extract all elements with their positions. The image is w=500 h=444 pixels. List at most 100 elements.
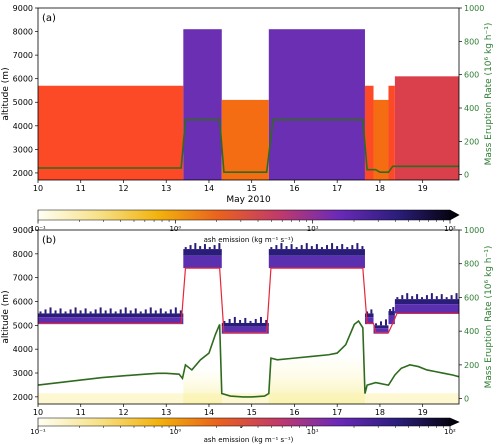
y-tick-label: 7000 — [13, 274, 33, 283]
y2-tick-label: 800 — [464, 260, 479, 269]
y2-tick-label: 1000 — [464, 4, 484, 13]
plume-column — [38, 85, 184, 180]
plume-top-spike — [270, 247, 273, 250]
plume-top-spike — [119, 309, 122, 314]
plume-column — [388, 85, 395, 180]
panel-a-frame — [37, 7, 460, 181]
y2-tick-label: 0 — [464, 171, 469, 180]
x-tick-label: 14 — [204, 184, 214, 193]
colorbar-a-label: ash emission (kg m⁻¹ s⁻¹) — [204, 236, 294, 244]
plume-top-spike — [244, 317, 247, 323]
colorbar-tick-label: 10⁻¹ — [30, 225, 46, 233]
plume-top-spike — [300, 245, 303, 250]
y2-tick-label: 200 — [464, 137, 479, 146]
plume-top-spike — [184, 247, 187, 250]
plume-top-spike — [84, 308, 87, 314]
plume-top-spike — [295, 247, 298, 250]
plume-top-spike — [239, 319, 242, 323]
colorbar-tick-label: 10⁰ — [169, 428, 181, 436]
colorbar-b-ticks: 10⁻¹ 10⁰ 10¹ 10² — [30, 426, 456, 436]
plume-top-spike — [275, 245, 278, 250]
plume-column — [221, 99, 269, 180]
plume-top-spike — [89, 311, 92, 314]
colorbar-b-label: ash emission (kg m⁻¹ s⁻¹) — [204, 436, 294, 444]
y-tick-label: 2000 — [13, 393, 33, 402]
plume-top-spike — [336, 246, 339, 250]
plume-top-spike — [406, 293, 409, 300]
x-tick-label: 19 — [418, 408, 428, 417]
plume-bottom-line — [38, 267, 459, 334]
plume-top-spike — [79, 310, 82, 314]
panel-b-frame — [37, 229, 460, 405]
plume-top-spike — [104, 310, 107, 314]
x-tick-label: 17 — [332, 184, 342, 193]
plume-top-spike — [69, 309, 72, 314]
colorbar-a-bar — [37, 209, 460, 221]
y2-tick-label: 400 — [464, 327, 479, 336]
plume-top-spike — [341, 244, 344, 250]
x-tick-label: 18 — [375, 184, 385, 193]
plume-top-spike — [379, 321, 382, 326]
plume-top-spike — [208, 247, 211, 250]
plume-top-band — [394, 304, 459, 314]
plume-top-spike — [440, 294, 443, 300]
plume-column — [183, 29, 222, 180]
plume-top-spike — [169, 309, 172, 314]
plume-top-spike — [109, 308, 112, 314]
panel-b: 10 11 12 13 14 15 16 17 18 19 2000300040005000600… — [1, 226, 494, 429]
x-tick-label: 11 — [76, 408, 86, 417]
plume-top-spike — [54, 310, 57, 314]
ash-density-base — [38, 393, 459, 404]
plume-top-dark-band — [183, 249, 222, 256]
colorbar-tick-label: 10² — [444, 428, 456, 436]
y-tick-label: 3000 — [13, 369, 33, 378]
plume-top-spike — [179, 310, 182, 314]
plume-top-dark-band — [373, 325, 389, 329]
plume-top-spike — [290, 244, 293, 250]
plume-top-spike — [94, 309, 97, 314]
panel-a-plot-area — [38, 29, 459, 180]
plume-top-spike — [74, 307, 77, 314]
panel-b-y-ticks: 2000 3000 4000 5000 6000 7000 8000 9000 — [13, 226, 38, 402]
plume-top-spike — [64, 311, 67, 314]
y2-tick-label: 400 — [464, 104, 479, 113]
mass-eruption-rate-line — [38, 118, 459, 173]
panel-a-x-axis-label: May 2010 — [226, 195, 271, 205]
plume-top-band — [268, 255, 365, 269]
x-tick-label: 11 — [76, 184, 86, 193]
plume-top-spike — [218, 243, 221, 250]
x-tick-label: 10 — [33, 184, 43, 193]
colorbar-tick-label: 10² — [444, 225, 456, 233]
y-tick-label: 8000 — [13, 250, 33, 259]
x-tick-label: 16 — [289, 408, 299, 417]
x-tick-label: 15 — [247, 184, 257, 193]
plume-top-spike — [174, 307, 177, 314]
plume-top-dark-band — [268, 249, 365, 256]
plume-top-band — [373, 328, 389, 334]
plume-top-spike — [425, 295, 428, 300]
y-tick-label: 7000 — [13, 51, 33, 60]
plume-top-spike — [194, 243, 197, 250]
panel-a-y-ticks: 2000 3000 4000 5000 6000 7000 8000 9000 — [13, 4, 38, 178]
y-tick-label: 5000 — [13, 98, 33, 107]
x-tick-label: 12 — [118, 408, 128, 417]
colorbar-tick-label: 10⁰ — [169, 225, 181, 233]
y-tick-label: 9000 — [13, 4, 33, 13]
colorbar-a-ticks: 10⁻¹ 10⁰ 10¹ 10² — [30, 220, 456, 233]
plume-top-spike — [430, 293, 433, 300]
plume-column — [364, 85, 374, 180]
plume-top-spike — [159, 308, 162, 314]
panel-b-label: (b) — [42, 235, 56, 246]
y-tick-label: 2000 — [13, 169, 33, 178]
mass-eruption-rate-line — [38, 319, 459, 398]
plume-top-spike — [416, 294, 419, 300]
plume-top-spike — [389, 309, 392, 312]
y-tick-label: 6000 — [13, 75, 33, 84]
plume-top-spike — [265, 319, 268, 323]
plume-top-spike — [134, 308, 137, 314]
y-tick-label: 5000 — [13, 321, 33, 330]
plume-top-spike — [280, 243, 283, 250]
plume-top-spike — [249, 320, 252, 323]
plume-top-dark-band — [364, 313, 374, 318]
plume-top-spike — [315, 244, 318, 250]
